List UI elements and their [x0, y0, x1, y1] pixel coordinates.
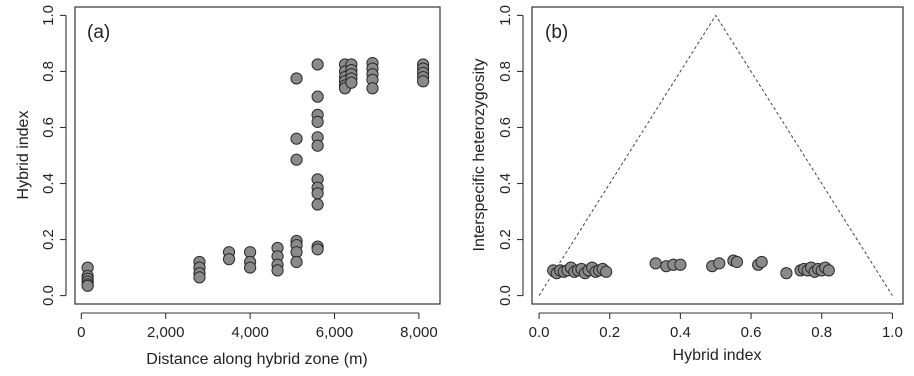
data-point [311, 58, 324, 71]
data-point [600, 265, 613, 278]
panel-b-label: (b) [545, 22, 568, 43]
y-tick-label: 0.6 [40, 117, 57, 138]
x-tick-label: 1.0 [882, 324, 903, 341]
data-point [290, 255, 303, 269]
data-point [311, 90, 324, 103]
data-point [311, 243, 324, 256]
data-point [222, 253, 236, 266]
data-point [290, 153, 303, 166]
panel-b: (b) 0.0 0.2 0.4 0.6 0.8 1.0 0.0 0.2 0.4 0.6 0.8 1.… [471, 5, 904, 364]
panel-a: (a) 0 2,000 4,000 6,000 8,000 0.00.20.40.60.… [15, 5, 441, 368]
panel-a-x-axis: 0 2,000 4,000 6,000 8,000 [77, 312, 438, 341]
y-tick-label: 0.0 [497, 285, 514, 306]
panel-a-y-title: Hybrid index [15, 111, 32, 200]
y-tick-label: 0.2 [40, 229, 57, 250]
y-tick-label: 1.0 [497, 5, 514, 26]
y-tick-label: 1.0 [40, 5, 57, 26]
panel-b-y-title: Interspecific heterozygosity [471, 59, 488, 252]
panel-b-x-axis: 0.0 0.2 0.4 0.6 0.8 1.0 [529, 312, 903, 341]
x-tick-label: 0.0 [529, 324, 550, 341]
x-tick-label: 8,000 [400, 324, 438, 341]
panel-a-points [81, 56, 430, 292]
x-tick-label: 0.8 [811, 324, 832, 341]
data-point [780, 267, 793, 280]
data-point [345, 76, 358, 89]
panel-a-frame [74, 6, 441, 305]
panel-a-label: (a) [87, 22, 110, 43]
panel-b-frame [531, 6, 904, 305]
data-point [417, 75, 430, 88]
x-tick-label: 4,000 [231, 324, 269, 341]
panel-a-y-axis: 0.0 0.2 0.4 0.6 0.8 1.0 [40, 5, 67, 306]
x-tick-label: 0.6 [741, 324, 762, 341]
data-point [81, 279, 94, 292]
data-point [311, 198, 324, 211]
y-tick-label: 0.4 [40, 173, 57, 194]
data-point [290, 72, 303, 85]
data-point [755, 255, 768, 269]
y-tick-label: 0.4 [497, 173, 514, 194]
y-tick-label: 0.8 [40, 61, 57, 82]
data-point [290, 132, 303, 145]
y-tick-label: 0.0 [40, 285, 57, 306]
x-tick-label: 6,000 [316, 324, 354, 341]
data-point [244, 261, 257, 274]
x-tick-label: 0.2 [599, 324, 620, 341]
data-point [193, 271, 206, 284]
panel-b-points [547, 254, 835, 280]
x-tick-label: 0.4 [670, 324, 691, 341]
panel-b-x-title: Hybrid index [673, 347, 762, 364]
y-tick-label: 0.6 [497, 117, 514, 138]
x-tick-label: 0 [77, 324, 85, 341]
panel-b-reference-triangle [538, 14, 893, 296]
data-point [311, 139, 324, 152]
panel-a-x-title: Distance along hybrid zone (m) [146, 351, 367, 368]
panel-b-y-axis: 0.0 0.2 0.4 0.6 0.8 1.0 [497, 5, 524, 306]
y-tick-label: 0.2 [497, 229, 514, 250]
y-tick-label: 0.8 [497, 61, 514, 82]
data-point [649, 257, 662, 270]
data-point [311, 115, 324, 128]
data-point [311, 187, 324, 200]
data-point [713, 257, 726, 270]
data-point [822, 264, 835, 277]
data-point [271, 264, 284, 277]
x-tick-label: 2,000 [147, 324, 185, 341]
data-point [674, 258, 687, 271]
data-point [366, 82, 379, 95]
data-point [730, 255, 744, 269]
